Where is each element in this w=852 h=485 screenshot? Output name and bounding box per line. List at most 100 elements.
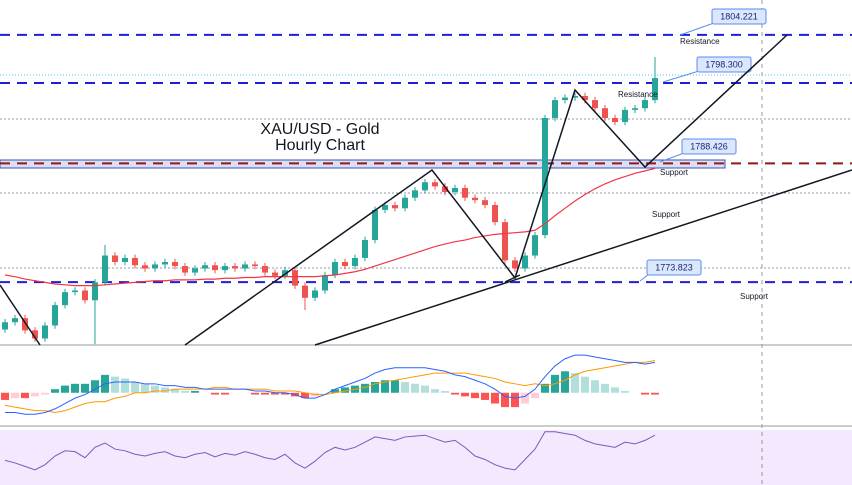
candle-body (582, 96, 588, 101)
candle-body (82, 290, 88, 301)
candle-body (572, 96, 578, 98)
trendline (314, 169, 852, 346)
rsi-band (0, 430, 852, 485)
chart-title: Hourly Chart (275, 137, 365, 154)
histogram-bar (531, 392, 539, 399)
candle-body (42, 325, 48, 339)
candle-body (452, 187, 458, 193)
histogram-bar (651, 392, 659, 395)
histogram-bar (211, 392, 219, 395)
trendline (184, 34, 788, 346)
candle-body (152, 264, 158, 269)
candle-body (522, 255, 528, 269)
histogram-bar (61, 385, 69, 393)
candle-body (212, 265, 218, 271)
histogram-bar (221, 392, 229, 395)
histogram-bar (71, 383, 79, 393)
candle-body (322, 275, 328, 291)
candle-body (542, 117, 548, 236)
candle-body (332, 262, 338, 276)
label-connector (639, 273, 650, 282)
level-label-box (681, 138, 737, 155)
histogram-bar (271, 392, 279, 395)
histogram-bar (91, 380, 99, 393)
candle-body (552, 100, 558, 118)
moving-average (4, 167, 656, 287)
annotation: Resistance (618, 90, 658, 99)
histogram-bar (11, 392, 19, 399)
histogram-bar (421, 385, 429, 393)
histogram-bar (641, 392, 649, 395)
candle-body (422, 182, 428, 191)
histogram-bar (361, 383, 369, 393)
level-label: 1798.300 (705, 59, 743, 69)
rsi-pane (4, 431, 656, 471)
histogram-bar (161, 387, 169, 393)
histogram-bar (581, 376, 589, 393)
level-label: 1788.426 (690, 141, 728, 151)
histogram-bar (81, 383, 89, 393)
histogram-bar (121, 378, 129, 393)
candle-body (532, 235, 538, 256)
macd-line (5, 354, 656, 415)
candles (2, 56, 658, 345)
histogram-bar (461, 392, 469, 397)
histogram-bar (261, 392, 269, 395)
candle-body (482, 200, 488, 206)
candle-body (172, 262, 178, 267)
histogram-bar (571, 373, 579, 393)
candle-body (312, 290, 318, 298)
candle-body (262, 266, 268, 273)
label-connector (659, 152, 685, 163)
annotation: Support (652, 210, 681, 219)
histogram-bar (1, 392, 9, 400)
candle-body (382, 205, 388, 210)
candle-body (632, 108, 638, 110)
trendline (0, 284, 41, 346)
candle-body (12, 318, 18, 323)
level-label-box (696, 56, 752, 73)
histogram-bar (401, 382, 409, 393)
trendline (504, 274, 521, 283)
histogram-bar (561, 371, 569, 393)
candle-body (472, 197, 478, 201)
histogram-bar (171, 389, 179, 393)
candle-body (392, 205, 398, 209)
candle-body (22, 318, 28, 331)
histogram-bar (431, 389, 439, 393)
macd-pane (1, 354, 659, 415)
candle-body (242, 264, 248, 269)
histogram-bar (451, 392, 459, 395)
candle-body (292, 270, 298, 286)
histogram-bar (281, 392, 289, 395)
histogram-bar (151, 385, 159, 393)
histogram-bar (511, 392, 519, 408)
candle-body (432, 182, 438, 187)
candle-body (102, 255, 108, 283)
candle-body (652, 78, 658, 101)
histogram-bar (541, 383, 549, 393)
candle-body (302, 285, 308, 298)
candle-body (642, 100, 648, 109)
candle-body (372, 209, 378, 241)
candle-body (502, 222, 508, 261)
candle-body (222, 266, 228, 271)
histogram-bar (591, 380, 599, 393)
candle-body (412, 190, 418, 198)
histogram-bar (41, 392, 49, 395)
chart-title: XAU/USD - Gold (260, 121, 379, 138)
candle-body (232, 266, 238, 269)
candle-body (92, 282, 98, 301)
candle-body (512, 260, 518, 269)
histogram-bar (491, 392, 499, 404)
histogram-bar (141, 383, 149, 393)
histogram-bar (31, 392, 39, 397)
candle-body (62, 292, 68, 306)
candle-body (32, 330, 38, 339)
candle-body (202, 265, 208, 269)
candle-body (182, 266, 188, 273)
histogram-bar (301, 392, 309, 399)
level-label-box (646, 259, 702, 276)
candle-body (612, 117, 618, 123)
